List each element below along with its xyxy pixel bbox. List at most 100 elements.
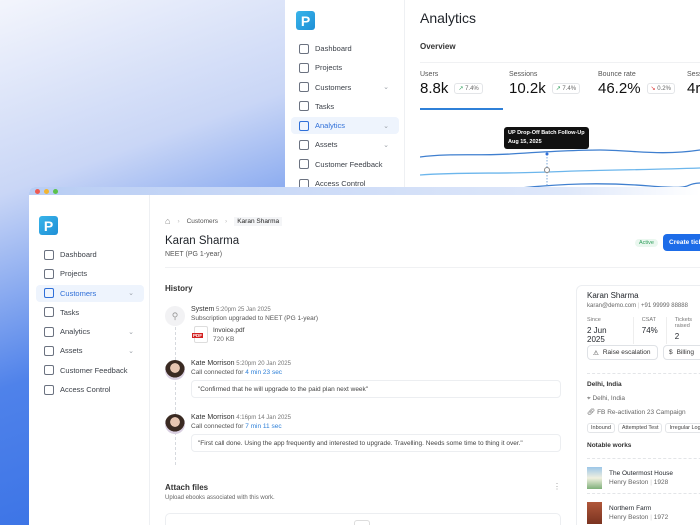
status-badge: Active (635, 239, 658, 247)
sidebar-item-dashboard[interactable]: Dashboard (291, 40, 399, 57)
customer-profile-card: Karan Sharma karan@demo.com | +91 99999 … (576, 285, 700, 525)
layers-icon (44, 268, 54, 279)
home-icon[interactable]: ⌂ (165, 216, 171, 226)
stat-csat: CSAT 74% (642, 317, 667, 344)
maximize-window-button[interactable] (53, 189, 58, 194)
location-title: Delhi, India (587, 381, 622, 388)
breadcrumb-current: Karan Sharma (234, 216, 283, 226)
sidebar-item-customers[interactable]: Customers ⌄ (291, 79, 399, 96)
sidebar-item-customers[interactable]: Customers ⌄ (36, 284, 144, 302)
sidebar-item-customer-feedback[interactable]: Customer Feedback (291, 156, 399, 173)
trend-up-icon: ↗ (458, 86, 464, 92)
chevron-down-icon[interactable]: ⌄ (383, 141, 389, 149)
layers-icon (299, 62, 309, 73)
sidebar-item-label: Customer Feedback (315, 159, 383, 169)
change-badge: ↗ 7.4% (454, 83, 483, 94)
analytics-icon (44, 326, 54, 337)
sidebar-item-analytics[interactable]: Analytics ⌄ (36, 323, 144, 340)
sidebar-item-label: Customers (315, 82, 352, 92)
chevron-down-icon[interactable]: ⌄ (383, 122, 389, 130)
history-title: History (165, 284, 193, 293)
metric-bounce-rate[interactable]: Bounce rate 46.2% ↘ 0.2% (598, 71, 675, 97)
metric-sess[interactable]: Sess4r (687, 71, 700, 97)
create-ticket-button[interactable]: Create tick (663, 234, 700, 251)
users-icon (44, 384, 54, 395)
tasks-icon (44, 307, 54, 318)
work-item[interactable]: Northern Farm Henry Beston | 1972 (587, 493, 700, 525)
attach-title: Attach files (165, 483, 209, 492)
tag[interactable]: Inbound (587, 423, 615, 433)
customer-window: P Dashboard Projects Customers ⌄ Tasks Analyt… (29, 187, 700, 525)
users-icon (44, 288, 54, 299)
analytics-chart (420, 149, 700, 188)
campaign[interactable]: FB Re-activation 23 Campaign (597, 409, 686, 416)
chevron-down-icon[interactable]: ⌄ (383, 84, 389, 92)
app-logo: P (296, 11, 315, 30)
sidebar: P Dashboard Projects Customers ⌄ Tasks Analyt… (285, 0, 405, 189)
sidebar-item-assets[interactable]: Assets ⌄ (291, 136, 399, 153)
trend-up-icon: ↗ (555, 86, 561, 92)
history-author: Kate Morrison (191, 414, 235, 421)
metric-users[interactable]: Users 8.8k ↗ 7.4% (420, 71, 483, 97)
work-item[interactable]: The Outermost House Henry Beston | 1928 (587, 458, 700, 493)
sidebar-item-label: Assets (60, 346, 83, 356)
sidebar-item-label: Analytics (60, 327, 91, 337)
link-icon: 🔗︎ (587, 409, 596, 416)
metric-sessions[interactable]: Sessions 10.2k ↗ 7.4% (509, 71, 581, 97)
profile-email[interactable]: karan@demo.com (587, 303, 637, 309)
history-text: Call connected for (191, 369, 246, 376)
sidebar-item-label: Tasks (60, 307, 80, 317)
sidebar-item-label: Access Control (315, 179, 366, 189)
history-author: System (191, 306, 215, 313)
sidebar-item-analytics[interactable]: Analytics ⌄ (291, 117, 399, 135)
close-window-button[interactable] (35, 189, 40, 194)
sidebar-item-assets[interactable]: Assets ⌄ (36, 342, 144, 359)
sidebar-item-access-control[interactable]: Access Control (36, 381, 144, 398)
sidebar-item-dashboard[interactable]: Dashboard (36, 246, 144, 263)
raise-escalation-button[interactable]: ⚠ Raise escalation (587, 345, 658, 360)
sidebar-item-label: Customer Feedback (60, 365, 128, 375)
history-time: 4:16pm 14 Jan 2025 (236, 415, 291, 421)
tag[interactable]: Attempted Test (617, 423, 663, 433)
chevron-down-icon[interactable]: ⌄ (128, 347, 134, 355)
call-note: "First call done. Using the app frequent… (191, 434, 561, 452)
location-pin-icon: ⌖ (587, 395, 591, 402)
minimize-window-button[interactable] (44, 189, 49, 194)
stat-since: Since 2 Jun 2025 (587, 317, 634, 344)
works-title: Notable works (587, 442, 632, 449)
sidebar-item-projects[interactable]: Projects (291, 59, 399, 76)
chevron-down-icon[interactable]: ⌄ (128, 328, 134, 336)
sidebar-item-customer-feedback[interactable]: Customer Feedback (36, 362, 144, 379)
call-duration-link[interactable]: 4 min 23 sec (245, 369, 283, 376)
sidebar-item-projects[interactable]: Projects (36, 265, 144, 282)
app-logo: P (39, 216, 58, 235)
sidebar-item-label: Analytics (315, 121, 346, 131)
change-badge: ↗ 7.4% (551, 83, 581, 94)
billing-button[interactable]: $ Billing (663, 345, 700, 360)
pdf-file-icon[interactable]: PDF (192, 326, 208, 343)
file-name[interactable]: Invoice.pdf (213, 327, 245, 334)
chevron-right-icon: › (225, 217, 228, 225)
sidebar-item-tasks[interactable]: Tasks (291, 98, 399, 115)
history-text: Subscription upgraded to NEET (PG 1-year… (191, 315, 319, 322)
breadcrumb-customers[interactable]: Customers (186, 217, 219, 225)
folder-icon (299, 139, 309, 150)
profile-phone[interactable]: +91 99999 88888 (641, 303, 688, 309)
chevron-down-icon[interactable]: ⌄ (128, 290, 134, 298)
sidebar-item-label: Dashboard (60, 250, 97, 259)
more-options-icon[interactable]: ⋮ (553, 482, 561, 491)
tag[interactable]: Irregular Logins (665, 423, 700, 433)
sidebar-item-label: Access Control (60, 385, 111, 395)
page-title: Analytics (420, 10, 477, 26)
sidebar-item-tasks[interactable]: Tasks (36, 304, 144, 321)
analytics-window: P Dashboard Projects Customers ⌄ Tasks Analyt… (285, 0, 700, 189)
pie-icon (299, 159, 309, 170)
chevron-right-icon: › (177, 217, 180, 225)
call-duration-link[interactable]: 7 min 11 sec (245, 423, 282, 430)
file-dropzone[interactable] (165, 513, 561, 525)
book-cover (587, 467, 602, 489)
call-note: "Confirmed that he will upgrade to the p… (191, 380, 561, 398)
customer-name: Karan Sharma (165, 235, 240, 247)
change-badge: ↘ 0.2% (646, 83, 675, 94)
tasks-icon (299, 101, 309, 112)
